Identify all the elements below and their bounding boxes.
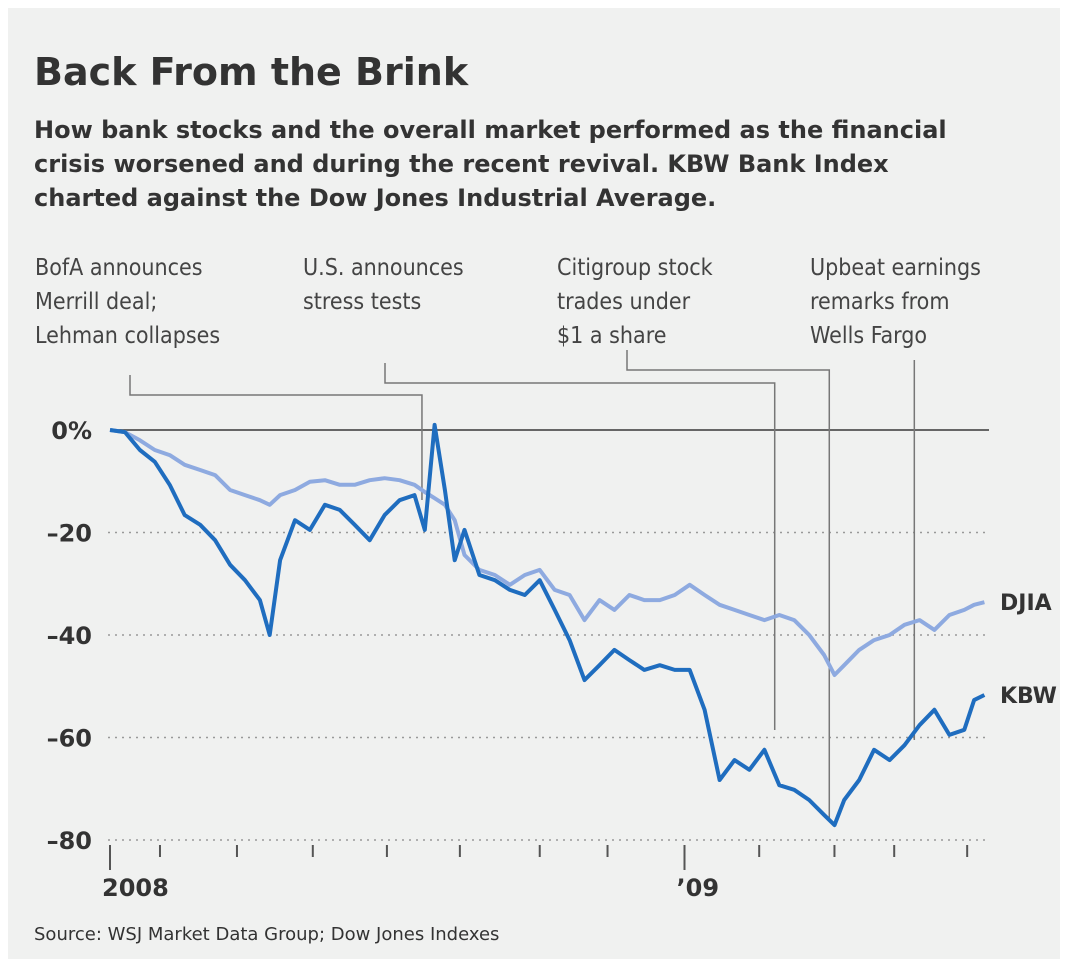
y-tick-label: –40	[47, 622, 92, 650]
series-label: KBW	[1000, 684, 1057, 709]
y-tick-label: –80	[47, 827, 92, 855]
background	[8, 8, 1060, 959]
series-line	[109, 422, 986, 828]
annotation-leader	[626, 350, 831, 820]
x-tick-label: 2008	[102, 874, 169, 902]
annotation-text: stress tests	[303, 289, 421, 315]
chart-title: Back From the Brink	[34, 50, 469, 94]
subtitle: How bank stocks and the overall market p…	[34, 116, 947, 144]
annotation-text: Upbeat earnings	[810, 255, 981, 281]
y-tick-label: 0%	[51, 417, 92, 445]
annotation-text: Citigroup stock	[557, 255, 713, 281]
annotation-text: Lehman collapses	[35, 323, 220, 349]
annotation-text: U.S. announces	[303, 255, 464, 281]
annotation-leader	[129, 375, 423, 500]
x-tick-label: ’09	[677, 874, 720, 902]
subtitle: crisis worsened and during the recent re…	[34, 150, 889, 178]
series-label: DJIA	[1000, 591, 1052, 616]
annotation-text: remarks from	[810, 289, 950, 315]
annotation-text: Merrill deal;	[35, 289, 157, 315]
annotation-leader	[384, 363, 776, 730]
annotation-text: Wells Fargo	[810, 323, 927, 349]
annotation-text: BofA announces	[35, 255, 203, 281]
annotation-text: trades under	[557, 289, 691, 315]
y-tick-label: –20	[47, 520, 92, 548]
source: Source: WSJ Market Data Group; Dow Jones…	[34, 924, 499, 945]
y-tick-label: –60	[47, 725, 92, 753]
annotation-text: $1 a share	[557, 323, 666, 349]
subtitle: charted against the Dow Jones Industrial…	[34, 184, 716, 212]
series-line	[109, 428, 985, 677]
